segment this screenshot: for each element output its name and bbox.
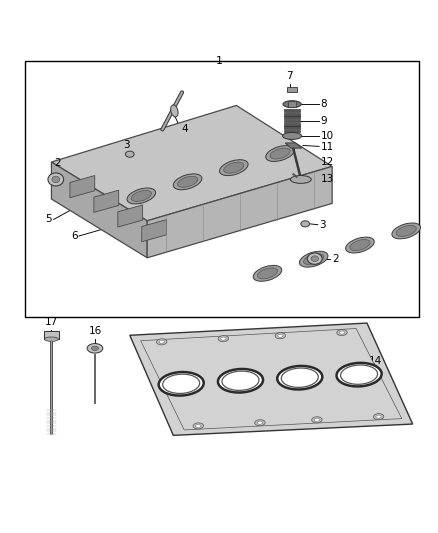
Text: 14: 14 [369,356,382,366]
Polygon shape [118,205,143,227]
Ellipse shape [45,337,58,341]
Bar [284,109,300,112]
Polygon shape [51,162,147,258]
Text: 12: 12 [321,157,334,167]
Ellipse shape [224,162,244,173]
Ellipse shape [162,374,200,393]
Bar [284,130,300,133]
Polygon shape [70,175,95,198]
Polygon shape [141,328,402,430]
Polygon shape [147,166,332,258]
Text: 3: 3 [123,140,130,150]
Text: 4: 4 [181,124,188,134]
Ellipse shape [193,423,204,429]
Ellipse shape [131,190,152,201]
Ellipse shape [159,372,204,395]
Ellipse shape [255,419,265,426]
Ellipse shape [87,344,103,353]
Text: 2: 2 [54,158,60,168]
Ellipse shape [218,369,263,392]
Ellipse shape [48,173,64,186]
Ellipse shape [350,239,370,251]
Ellipse shape [339,331,345,334]
Ellipse shape [219,160,248,175]
Ellipse shape [277,366,322,390]
Ellipse shape [314,418,319,421]
Ellipse shape [258,268,278,279]
Ellipse shape [196,424,201,427]
Ellipse shape [125,151,134,157]
Bar [284,116,300,119]
Ellipse shape [337,329,347,336]
Ellipse shape [300,251,328,267]
Ellipse shape [221,337,226,340]
Ellipse shape [266,146,294,161]
Ellipse shape [336,363,381,386]
Ellipse shape [127,188,155,204]
Text: 2: 2 [332,254,339,264]
Ellipse shape [283,101,301,108]
Text: 10: 10 [321,131,333,141]
Ellipse shape [346,237,374,253]
Text: 7: 7 [286,71,293,81]
Ellipse shape [307,253,322,264]
Ellipse shape [373,414,384,419]
Bar [287,87,297,92]
Text: 16: 16 [88,326,102,336]
Ellipse shape [283,133,302,140]
Bar [25,61,419,317]
Text: 8: 8 [321,99,327,109]
Ellipse shape [312,417,322,423]
Ellipse shape [92,346,99,351]
Ellipse shape [222,371,259,390]
Text: 9: 9 [321,116,327,126]
Text: 17: 17 [45,318,58,327]
Ellipse shape [253,265,282,281]
Ellipse shape [341,365,378,384]
Bar [288,101,297,107]
Ellipse shape [177,176,198,187]
Bar [284,126,300,129]
Ellipse shape [290,175,311,183]
Text: 1: 1 [215,56,223,66]
Ellipse shape [258,421,262,424]
Text: 5: 5 [46,214,52,224]
Polygon shape [285,143,302,148]
FancyBboxPatch shape [44,332,59,339]
Bar [284,119,300,123]
Ellipse shape [218,336,229,342]
Text: 11: 11 [321,142,334,152]
Polygon shape [142,220,166,242]
Ellipse shape [376,415,381,418]
Text: 3: 3 [319,220,326,230]
Ellipse shape [275,333,286,339]
Ellipse shape [278,334,283,337]
Ellipse shape [156,339,167,345]
Ellipse shape [159,340,164,343]
Polygon shape [130,323,413,435]
Ellipse shape [396,225,416,237]
Polygon shape [51,106,332,221]
Text: 15: 15 [369,378,382,388]
Text: 13: 13 [321,174,334,184]
Ellipse shape [52,176,60,183]
Ellipse shape [281,368,318,387]
Ellipse shape [392,223,420,239]
Ellipse shape [171,105,178,117]
Ellipse shape [304,254,324,265]
Text: 6: 6 [71,231,78,241]
Ellipse shape [270,148,290,159]
Bar [284,113,300,116]
Ellipse shape [301,221,310,227]
Ellipse shape [311,256,318,262]
Bar [284,123,300,126]
Polygon shape [94,190,119,212]
Ellipse shape [173,174,202,190]
